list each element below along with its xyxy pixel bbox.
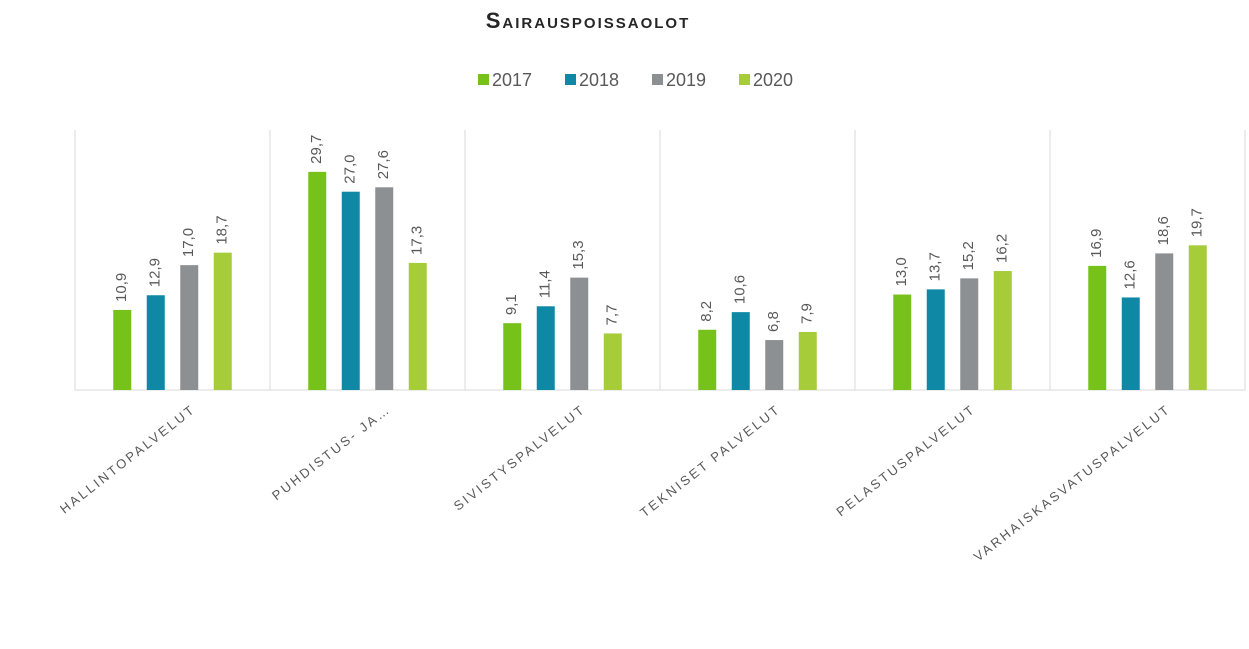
data-label: 7,7 xyxy=(604,305,621,326)
data-label: 9,1 xyxy=(503,294,520,315)
legend-swatch xyxy=(565,74,576,85)
data-label: 13,0 xyxy=(893,257,910,286)
bar xyxy=(1088,265,1107,390)
bar xyxy=(1155,253,1174,390)
data-label: 27,0 xyxy=(342,154,359,183)
bar xyxy=(503,323,522,390)
data-label: 16,2 xyxy=(994,234,1011,263)
legend-label: 2017 xyxy=(492,70,532,90)
x-tick-label: PUHDISTUS- JA… xyxy=(269,401,393,503)
bar xyxy=(731,312,750,390)
bar xyxy=(698,329,717,390)
bar xyxy=(926,289,945,390)
bar xyxy=(341,191,360,390)
bar xyxy=(536,306,555,390)
legend-label: 2019 xyxy=(666,70,706,90)
data-label: 10,9 xyxy=(113,273,130,302)
data-label: 7,9 xyxy=(799,303,816,324)
x-tick-label: PELASTUSPALVELUT xyxy=(833,401,978,519)
bar xyxy=(146,295,165,390)
data-label: 15,3 xyxy=(570,240,587,269)
chart-title: Sairauspoissaolot xyxy=(486,8,691,33)
data-label: 12,6 xyxy=(1122,260,1139,289)
data-label: 17,3 xyxy=(409,226,426,255)
data-label: 16,9 xyxy=(1088,229,1105,258)
data-label: 13,7 xyxy=(927,252,944,281)
bar xyxy=(1188,245,1207,390)
bar xyxy=(113,309,132,390)
legend-swatch xyxy=(478,74,489,85)
bar xyxy=(960,278,979,390)
bar xyxy=(893,294,912,390)
data-label: 10,6 xyxy=(732,275,749,304)
legend-swatch xyxy=(739,74,750,85)
x-tick-label: TEKNISET PALVELUT xyxy=(637,401,783,520)
data-label: 18,7 xyxy=(214,215,231,244)
legend-label: 2018 xyxy=(579,70,619,90)
bar xyxy=(765,340,784,390)
data-label: 18,6 xyxy=(1155,216,1172,245)
bar xyxy=(570,277,589,390)
legend-swatch xyxy=(652,74,663,85)
x-tick-label: SIVISTYSPALVELUT xyxy=(451,401,589,513)
bar xyxy=(993,271,1012,390)
data-label: 29,7 xyxy=(308,135,325,164)
x-tick-label: VARHAISKASVATUSPALVELUT xyxy=(971,401,1174,564)
bar xyxy=(180,265,199,390)
data-label: 8,2 xyxy=(698,301,715,322)
bar xyxy=(603,333,622,390)
bar xyxy=(308,171,327,390)
data-label: 15,2 xyxy=(960,241,977,270)
bar xyxy=(375,187,394,390)
bar xyxy=(798,331,817,390)
bar xyxy=(1121,297,1140,390)
bar xyxy=(213,252,232,390)
bar xyxy=(408,262,427,390)
data-label: 6,8 xyxy=(765,311,782,332)
legend-label: 2020 xyxy=(753,70,793,90)
x-tick-label: HALLINTOPALVELUT xyxy=(57,401,199,516)
data-label: 11,4 xyxy=(537,270,554,298)
data-label: 17,0 xyxy=(180,228,197,257)
data-label: 12,9 xyxy=(147,258,164,287)
data-label: 19,7 xyxy=(1189,208,1206,237)
data-label: 27,6 xyxy=(375,150,392,179)
